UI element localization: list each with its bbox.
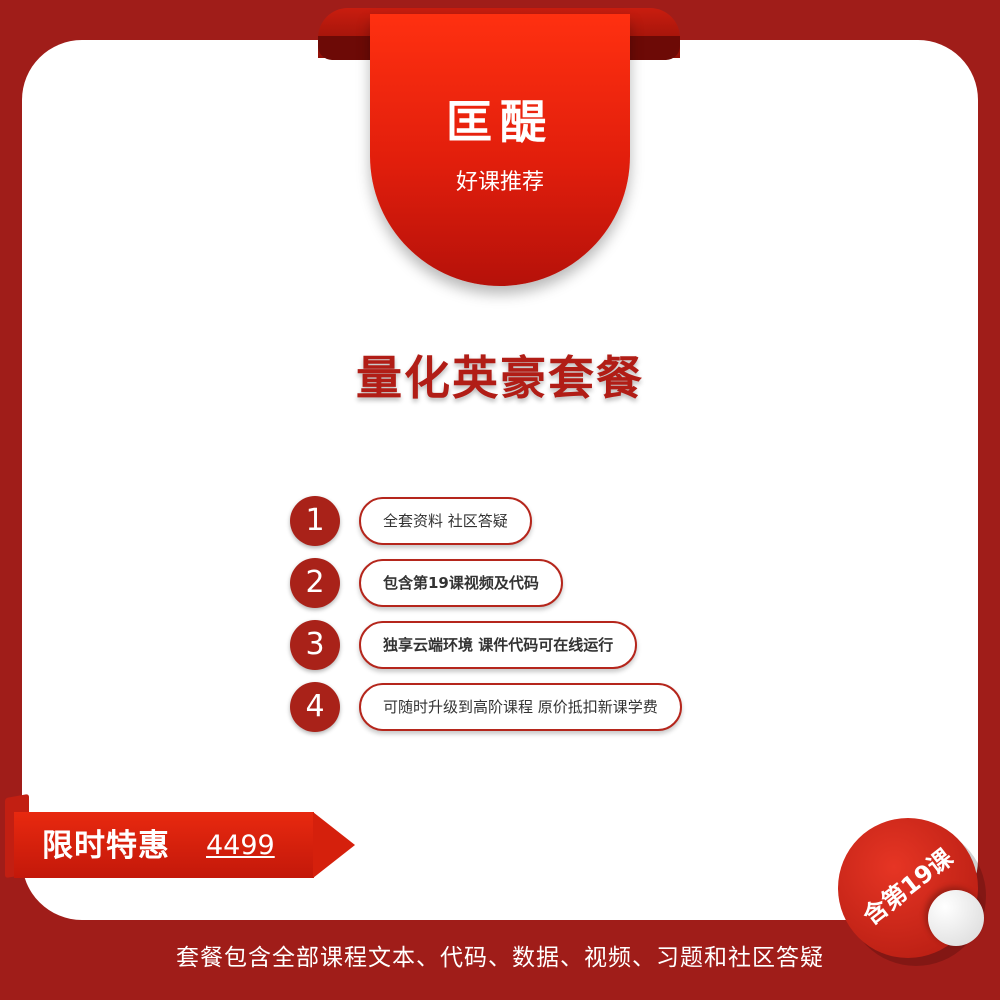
feature-text: 全套资料 社区答疑	[359, 497, 532, 545]
seal-curl	[928, 890, 984, 946]
brand-subtitle: 好课推荐	[455, 170, 544, 195]
feature-number: 3	[290, 620, 340, 670]
price-banner	[14, 812, 314, 878]
footer-note: 套餐包含全部课程文本、代码、数据、视频、习题和社区答疑	[176, 945, 824, 971]
feature-number: 4	[290, 682, 340, 732]
price-banner-arrow	[313, 812, 355, 878]
feature-text: 可随时升级到高阶课程 原价抵扣新课学费	[359, 683, 682, 731]
brand-name: 匡醍	[446, 95, 554, 149]
ribbon-fold-left	[318, 36, 370, 60]
package-title: 量化英豪套餐	[356, 351, 644, 405]
feature-text: 独享云端环境 课件代码可在线运行	[359, 621, 638, 669]
promo-price: 4499	[206, 830, 275, 861]
brand-ribbon: 匡醍 好课推荐	[370, 14, 630, 286]
feature-number: 2	[290, 558, 340, 608]
feature-number: 1	[290, 496, 340, 546]
ribbon-fold-right	[628, 36, 680, 60]
feature-text: 包含第19课视频及代码	[359, 559, 563, 607]
promo-label: 限时特惠	[42, 828, 170, 864]
